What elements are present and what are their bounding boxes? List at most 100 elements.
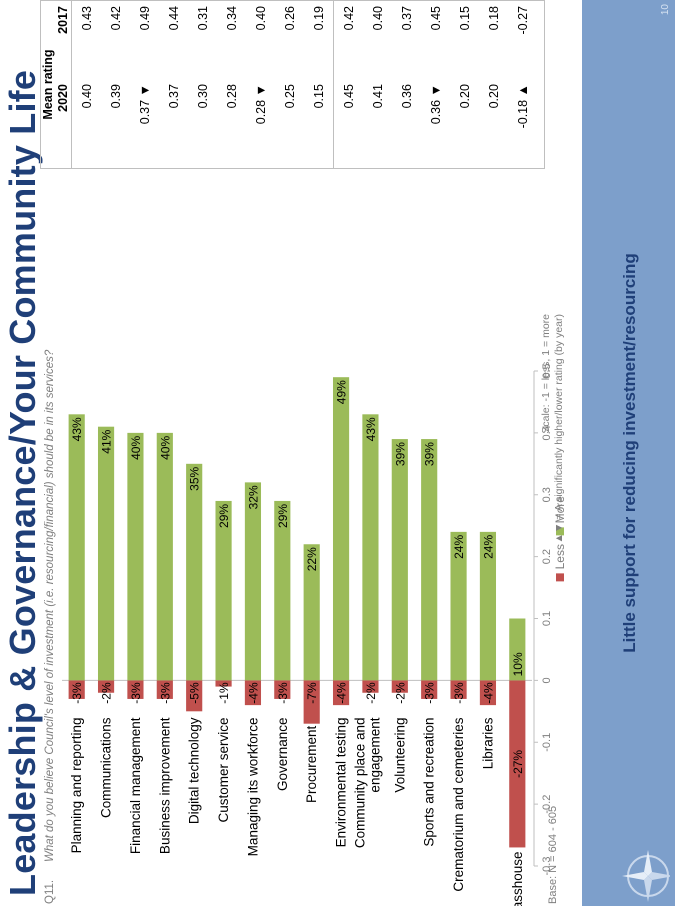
data-label-more: 22%: [305, 547, 319, 571]
bar-less: [303, 680, 320, 724]
mean-rating-row: 0.30 0.31: [188, 0, 217, 169]
bar-more: [479, 531, 497, 681]
tick-label: 0.3: [541, 487, 553, 502]
bar-more: [303, 544, 320, 681]
category-label: Community place and: [352, 718, 367, 849]
rating-2020: 0.36 ▼: [428, 84, 443, 125]
data-label-less: -27%: [511, 750, 525, 778]
mean-rating-row: 0.28 0.34: [217, 0, 246, 169]
compass-icon: [622, 850, 670, 902]
legend-swatch: [556, 573, 564, 582]
tick-label: 0.1: [541, 611, 553, 626]
rating-2020: -0.18 ▲: [515, 84, 530, 129]
bar-less: [362, 680, 379, 693]
bar-less: [215, 680, 232, 687]
rating-2020: 0.45: [333, 76, 363, 169]
bar-less: [186, 680, 203, 712]
base-note: Base: N = 604 - 605: [547, 805, 559, 904]
rating-2017: 0.42: [333, 0, 363, 77]
data-label-more: 24%: [481, 535, 495, 559]
category-label: Volunteering: [392, 718, 407, 793]
tick-label: 0.4: [541, 425, 553, 440]
mean-rating-row: 0.36 0.37: [392, 0, 421, 169]
data-label-less: -4%: [335, 682, 349, 704]
bar-less: [479, 680, 497, 706]
footer-message: Little support for reducing investment/r…: [620, 253, 639, 653]
data-label-more: 49%: [335, 380, 349, 404]
category-label: Planning and reporting: [69, 718, 84, 854]
bar-more: [509, 618, 526, 681]
rating-2020: 0.36: [399, 84, 414, 109]
data-label-more: 39%: [393, 442, 407, 466]
rating-2020: 0.20: [457, 84, 472, 109]
category-label: Libraries: [480, 717, 495, 769]
data-label-less: -2%: [364, 682, 378, 704]
data-label-less: -4%: [246, 682, 260, 704]
rating-2020: 0.15: [311, 84, 326, 109]
mean-rating-row: 0.40 0.43: [71, 0, 101, 169]
data-label-more: 39%: [423, 442, 437, 466]
bar-less: [332, 680, 350, 706]
bar-more: [97, 426, 115, 681]
data-label-more: 43%: [70, 417, 84, 441]
category-label: Environmental testing: [334, 718, 349, 848]
rating-2017: 0.45: [428, 6, 443, 31]
data-label-less: -2%: [100, 682, 114, 704]
rating-2017: 0.15: [457, 6, 472, 31]
category-label: engagement: [367, 717, 382, 792]
rating-2020: 0.28: [224, 84, 239, 109]
tick-label: -0.1: [541, 733, 553, 752]
bar-less: [68, 680, 85, 699]
bar-more: [362, 414, 379, 681]
data-label-less: -4%: [481, 682, 495, 704]
category-label: Financial management: [128, 717, 143, 854]
data-label-more: 43%: [364, 417, 378, 441]
rating-2020: 0.25: [282, 84, 297, 109]
tick-label: -0.2: [541, 795, 553, 814]
tick-label: 0: [541, 677, 553, 683]
mean-rating-row: 0.15 0.19: [304, 0, 334, 169]
legend-swatch: [556, 527, 564, 536]
rating-2020: 0.20: [486, 84, 501, 109]
rating-2017: 0.31: [195, 6, 210, 31]
tick-label: 0.5: [541, 363, 553, 378]
bar-more: [332, 377, 350, 681]
mean-rating-row: 0.28 ▼ 0.40: [246, 0, 275, 169]
bar-less: [127, 680, 144, 699]
mean-rating-row: 0.36 ▼ 0.45: [421, 0, 450, 169]
bar-less: [509, 680, 526, 848]
rating-2017: 0.42: [108, 6, 123, 31]
tick-label: 0.2: [541, 549, 553, 564]
bar-less: [274, 680, 291, 699]
mean-rating-row: 0.41 0.40: [363, 0, 392, 169]
rating-2017: 0.19: [311, 6, 326, 31]
rating-2017: 0.49: [137, 6, 152, 31]
mean-rating-header: Mean rating: [40, 49, 55, 120]
rating-2020: 0.39: [108, 84, 123, 109]
data-label-less: -2%: [393, 682, 407, 704]
legend-label: More: [553, 496, 567, 524]
rating-2020: 0.30: [195, 84, 210, 109]
category-label: Business improvement: [157, 717, 172, 854]
mean-rating-row: 0.45 0.42: [333, 0, 363, 169]
data-label-more: 10%: [511, 652, 525, 676]
bar-less: [421, 680, 438, 699]
col-2020-header: 2020: [56, 84, 70, 112]
bar-more: [450, 531, 467, 681]
data-label-less: -5%: [188, 682, 202, 704]
significance-note: ▲▼ = A significantly higher/lower rating…: [553, 314, 565, 544]
bar-more: [421, 439, 438, 681]
bar-more: [391, 439, 408, 681]
data-label-more: 32%: [246, 485, 260, 509]
rating-2017: 0.43: [71, 0, 101, 77]
category-label: Communications: [99, 717, 114, 818]
data-label-less: -3%: [70, 682, 84, 704]
tick-label: -0.3: [541, 857, 553, 876]
mean-rating-row: 0.39 0.42: [101, 0, 130, 169]
bar-more: [68, 414, 85, 681]
rating-2020: 0.41: [370, 84, 385, 109]
data-label-more: 41%: [100, 429, 114, 453]
bar-more: [127, 432, 144, 681]
category-label: Customer service: [216, 718, 231, 823]
